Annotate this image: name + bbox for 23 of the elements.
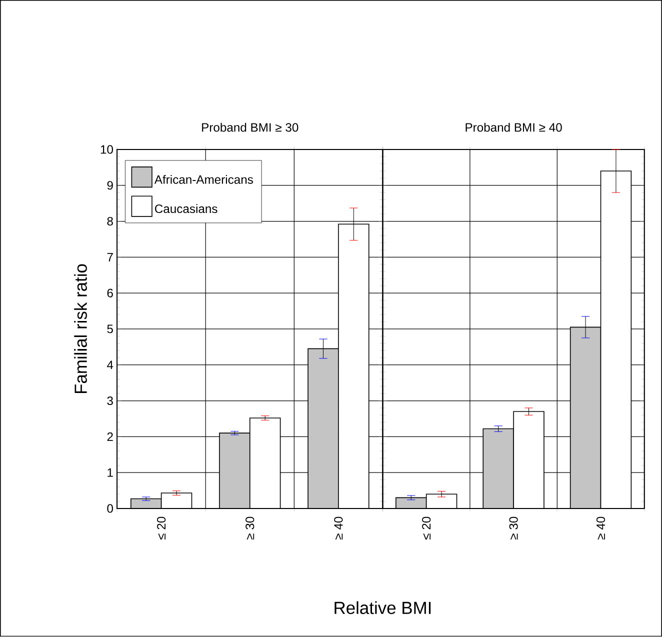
y-tick-label: 1 [108,468,113,477]
y-tick-label: 0 [107,504,113,513]
x-tick-label: ≥ 40 [334,516,343,540]
y-tick-label: 9 [107,181,113,190]
legend-label: African-Americans [154,175,253,184]
x-axis-title: Relative BMI [334,601,431,614]
y-axis-title: Familial risk ratio [74,264,87,394]
legend-label: Caucasians [155,204,218,214]
x-tick-label: ≤ 20 [422,516,431,540]
x-tick-label: ≥ 40 [596,516,606,540]
x-tick-label: ≤ 20 [157,516,166,540]
y-tick-label: 6 [107,288,113,298]
y-tick-label: 4 [107,360,114,370]
chart-title: Proband BMI ≥ 40 [466,122,562,132]
y-tick-label: 2 [107,432,113,442]
y-tick-label: 10 [100,145,113,154]
y-tick-label: 8 [107,217,113,226]
chart-title: Proband BMI ≥ 30 [202,122,298,132]
x-tick-label: ≥ 30 [246,516,254,540]
y-tick-label: 3 [107,396,113,406]
x-tick-label: ≥ 30 [509,516,518,540]
y-tick-label: 7 [107,253,113,262]
y-tick-label: 5 [107,324,113,334]
